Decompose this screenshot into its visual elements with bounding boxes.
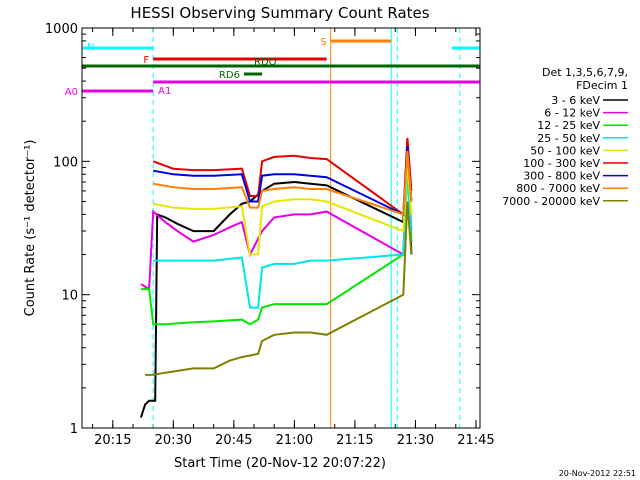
legend-entry-label: 100 - 300 keV (523, 157, 600, 170)
y-tick-label: 1 (70, 422, 78, 437)
series-line-12-25-kev (141, 167, 413, 326)
x-tick-label: 20:30 (155, 433, 192, 448)
x-tick-label: 21:45 (457, 433, 494, 448)
legend-entry-label: 300 - 800 keV (523, 170, 600, 183)
flag-label-s: S (320, 37, 326, 48)
legend-header-line-2: FDecim 1 (576, 79, 628, 92)
x-axis-label: Start Time (20-Nov-12 20:07:22) (174, 456, 386, 471)
legend-entry-label: 800 - 7000 keV (516, 182, 600, 195)
flag-label-rdo: RDO (254, 57, 277, 68)
flag-label-a1: A1 (158, 86, 171, 97)
flag-label-f: F (143, 55, 149, 66)
series-line-800-7000-kev (153, 150, 413, 216)
legend-entry-label: 12 - 25 keV (537, 119, 600, 132)
plot-area: 1 10 100 1000 20:15 20:30 20:45 21:00 21:15 21:30… (45, 22, 495, 448)
plot-frame (81, 27, 481, 429)
legend-entry-label: 6 - 12 keV (544, 107, 600, 120)
x-tick-label: 21:00 (276, 433, 313, 448)
legend-entry-label: 50 - 100 keV (530, 144, 600, 157)
series-line-7000-20000-kev (145, 201, 413, 376)
series-line-50-100-kev (153, 161, 413, 256)
y-tick-label: 1000 (45, 22, 78, 37)
flag-label-rd6: RD6 (219, 70, 240, 81)
legend-entry-label: 7000 - 20000 keV (502, 195, 600, 208)
legend-entry-label: 25 - 50 keV (537, 132, 600, 145)
timestamp-stamp: 20-Nov-2012 22:51 (559, 469, 636, 478)
flag-label-n: N (87, 42, 94, 53)
series-line-100-300-kev (152, 137, 413, 217)
series-line-25-50-kev (153, 174, 413, 309)
x-tick-label: 21:15 (336, 433, 373, 448)
x-tick-label: 20:45 (215, 433, 252, 448)
series-line-6-12-kev (140, 150, 413, 291)
chart-title: HESSI Observing Summary Count Rates (130, 4, 429, 22)
y-axis-label: Count Rate (s⁻¹ detector⁻¹) (23, 140, 38, 317)
flag-label-a0: A0 (65, 87, 78, 98)
y-tick-label: 100 (53, 155, 78, 170)
legend-entry-label: 3 - 6 keV (551, 94, 600, 107)
series-line-300-800-kev (153, 146, 413, 216)
series-line-3-6-kev (140, 141, 413, 418)
x-tick-label: 21:30 (397, 433, 434, 448)
x-tick-label: 20:15 (94, 433, 131, 448)
legend-header-line-1: Det 1,3,5,6,7,9, (542, 66, 628, 79)
y-tick-label: 10 (61, 289, 78, 304)
